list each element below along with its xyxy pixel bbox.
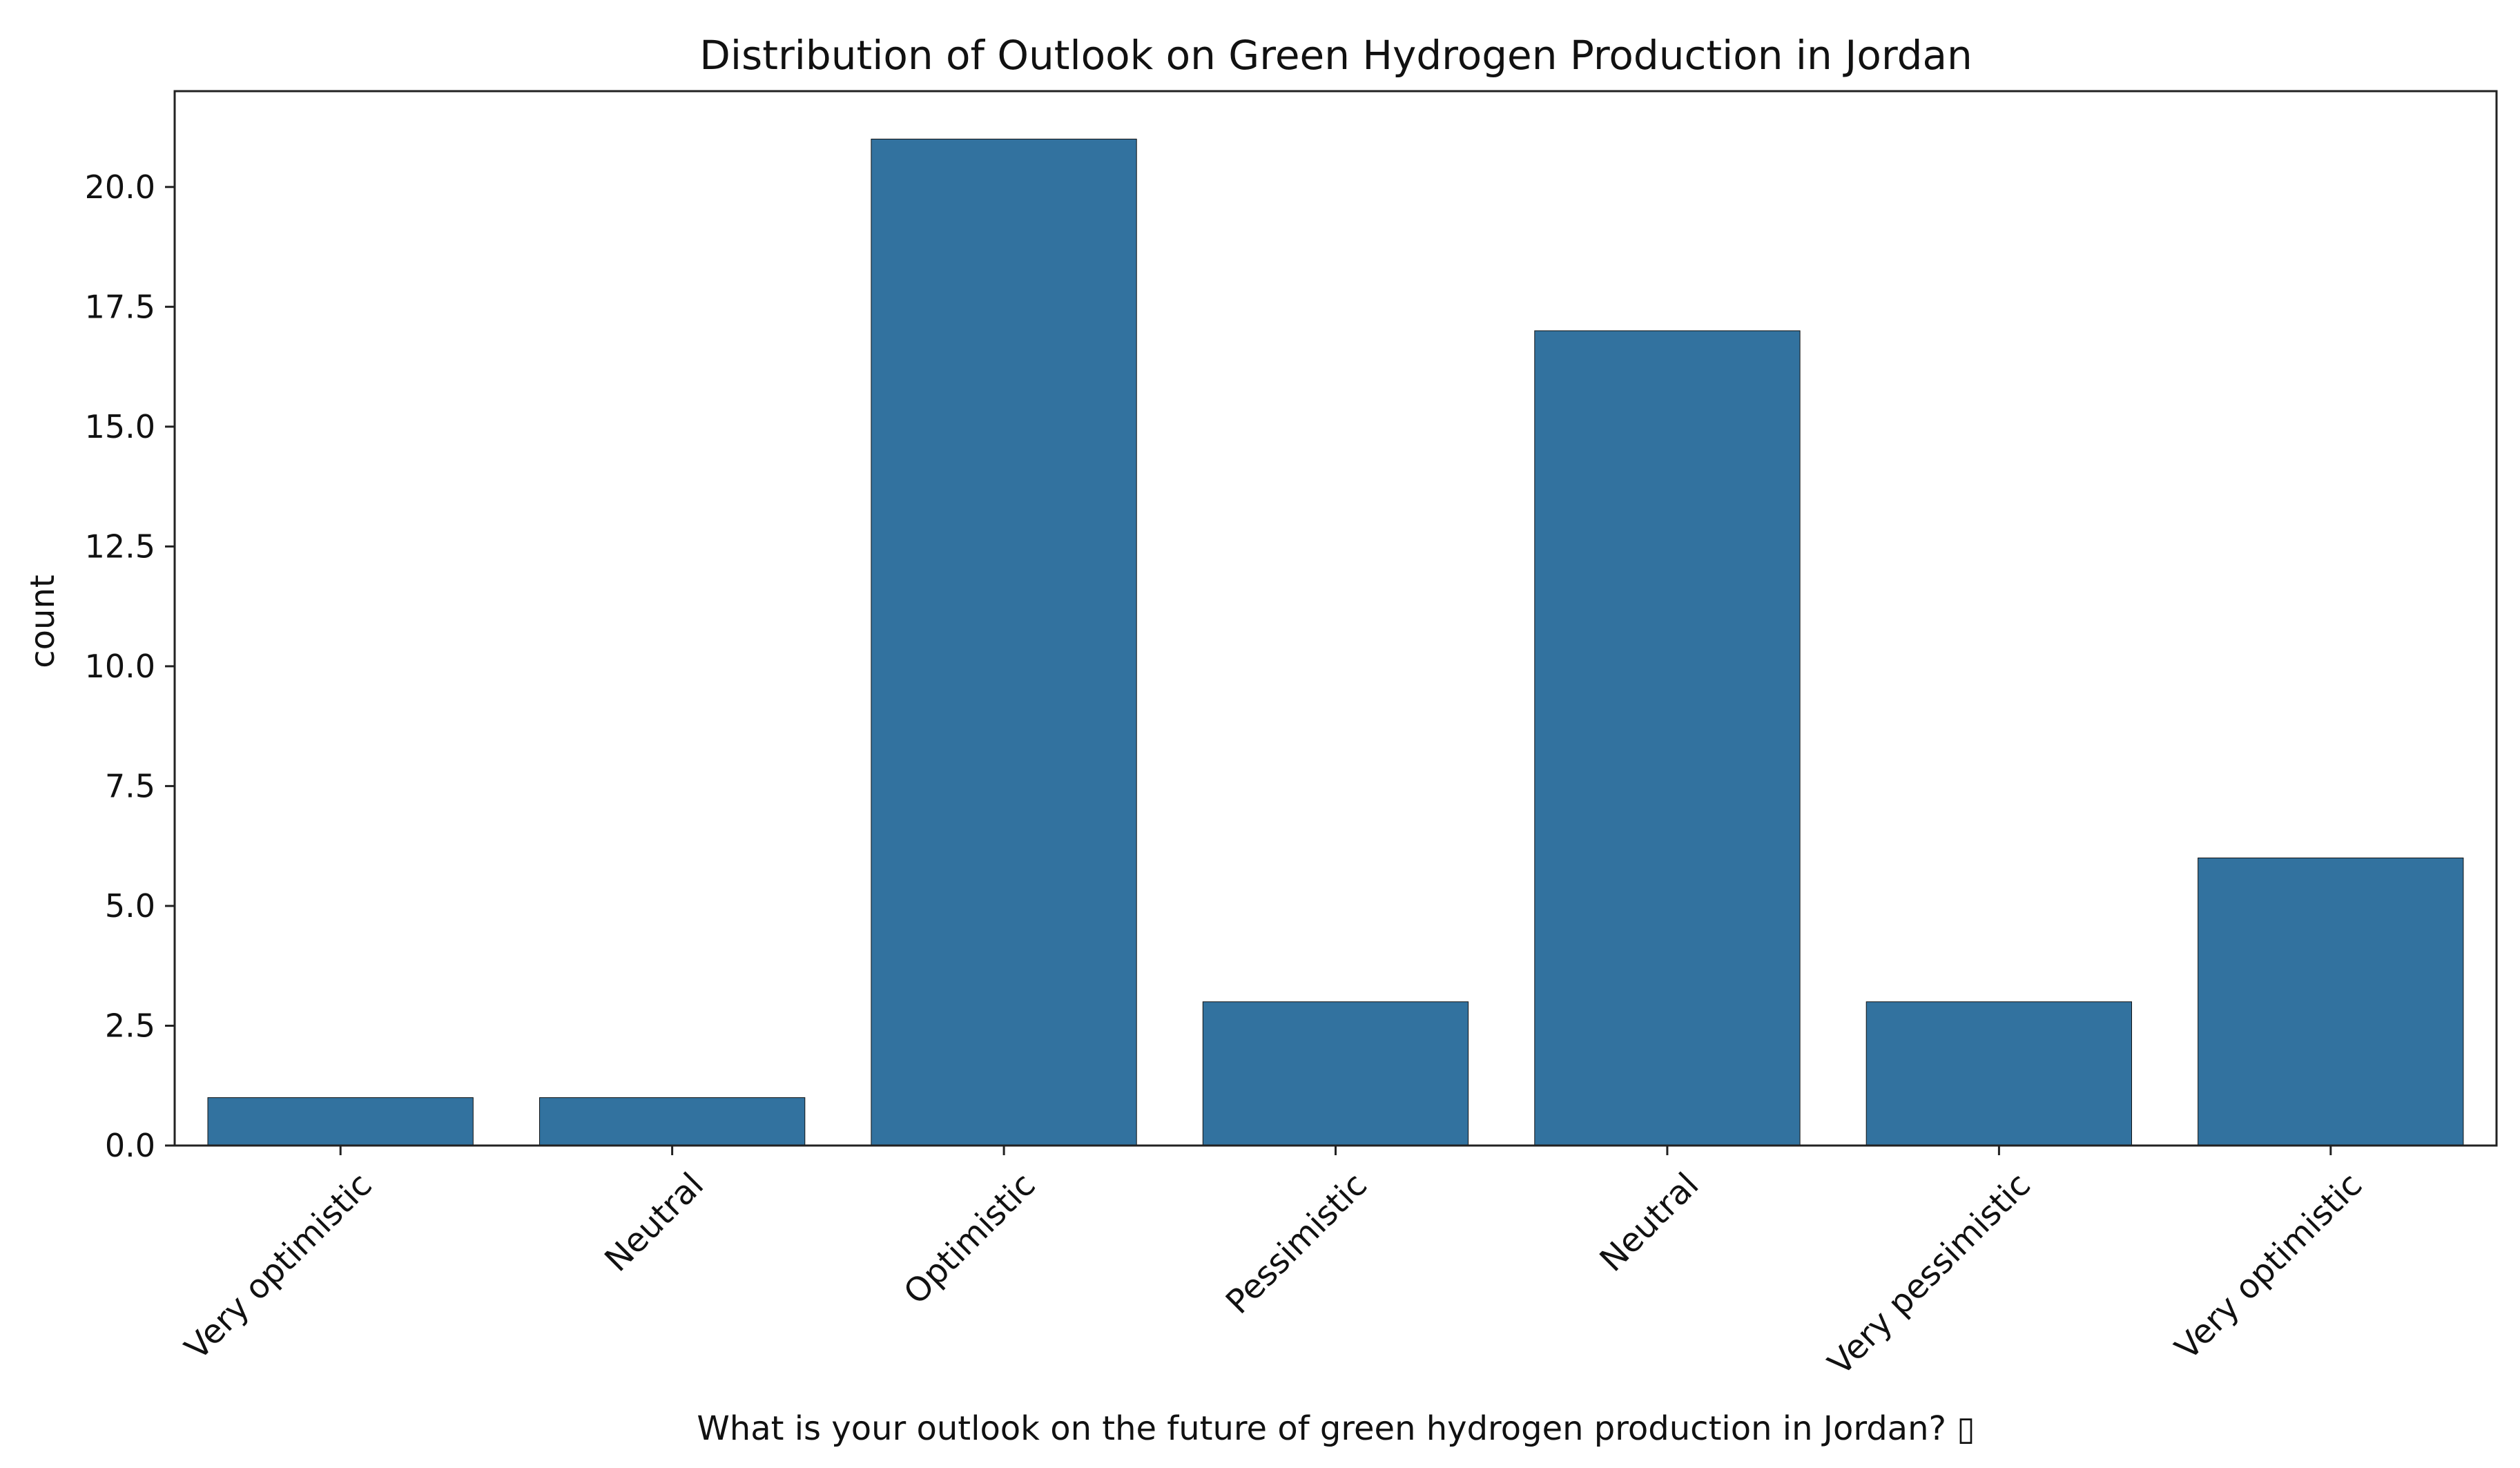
x-axis-ticks: Very optimistic Neutral Optimistic Pessimis… [177,1146,2369,1383]
x-tick-label: Very optimistic [2168,1166,2370,1368]
x-axis-label: What is your outlook on the future of gr… [697,1409,1975,1448]
plot-area-frame [173,90,2498,1147]
bar [1534,330,1801,1146]
y-tick-label: 0.0 [105,1127,155,1164]
x-tick-label: Very optimistic [177,1166,380,1368]
x-tick-label: Neutral [597,1166,711,1279]
bars [207,138,2464,1146]
bar [539,1097,806,1146]
x-tick-label: Very pessimistic [1821,1166,2038,1383]
y-tick-label: 20.0 [85,168,155,206]
y-tick-label: 10.0 [85,648,155,685]
y-tick-label: 12.5 [85,528,155,565]
y-tick-label: 15.0 [85,408,155,445]
x-tick-label: Pessimistic [1219,1166,1375,1322]
bar [871,138,1137,1146]
y-tick-label: 2.5 [105,1007,155,1045]
bar [1202,1001,1469,1146]
x-tick-label: Neutral [1593,1166,1707,1279]
bar [207,1097,474,1146]
y-axis-label: count [23,574,62,668]
bar [2198,858,2464,1146]
y-tick-label: 17.5 [85,288,155,325]
bar [1865,1001,2132,1146]
x-tick-label: Optimistic [896,1166,1043,1312]
chart-title: Distribution of Outlook on Green Hydroge… [699,32,1973,79]
y-tick-label: 5.0 [105,887,155,925]
y-axis-ticks: 0.0 2.5 5.0 7.5 10.0 12.5 15.0 17.5 20.0 [85,168,175,1164]
y-tick-label: 7.5 [105,767,155,804]
